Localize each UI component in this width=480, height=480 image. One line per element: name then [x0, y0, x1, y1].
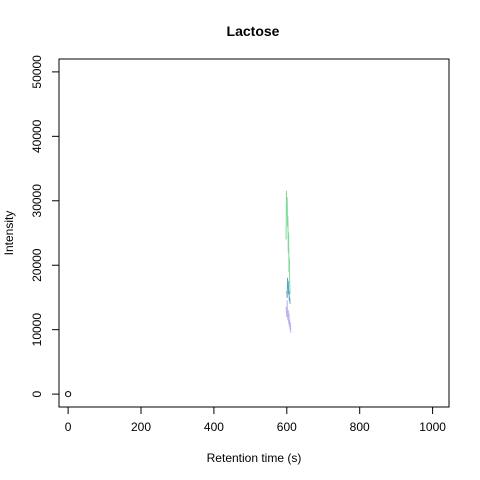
x-axis-label: Retention time (s)	[207, 451, 302, 465]
plot-series	[285, 190, 292, 333]
plot-points	[65, 391, 72, 398]
x-axis: 0 200 400 600 800 1000	[65, 406, 446, 434]
y-tick-label: 20000	[30, 248, 44, 282]
y-axis: 0 10000 20000 30000 40000 50000	[30, 55, 60, 397]
x-tick-label: 800	[350, 420, 370, 434]
y-tick-label: 0	[30, 390, 44, 397]
series-line-3	[285, 300, 292, 333]
y-tick-label: 40000	[30, 119, 44, 153]
y-tick-label: 50000	[30, 55, 44, 89]
y-tick-label: 10000	[30, 313, 44, 347]
x-tick-label: 1000	[419, 420, 446, 434]
chart-title: Lactose	[227, 23, 280, 39]
series-line-2	[286, 277, 291, 304]
x-tick-label: 0	[65, 420, 72, 434]
plot-frame	[58, 58, 450, 408]
data-point	[65, 391, 72, 398]
x-tick-label: 600	[277, 420, 297, 434]
y-tick-label: 30000	[30, 184, 44, 218]
y-axis-label: Intensity	[2, 211, 16, 256]
x-tick-label: 400	[204, 420, 224, 434]
series-line-1	[285, 190, 291, 295]
x-tick-label: 200	[131, 420, 151, 434]
